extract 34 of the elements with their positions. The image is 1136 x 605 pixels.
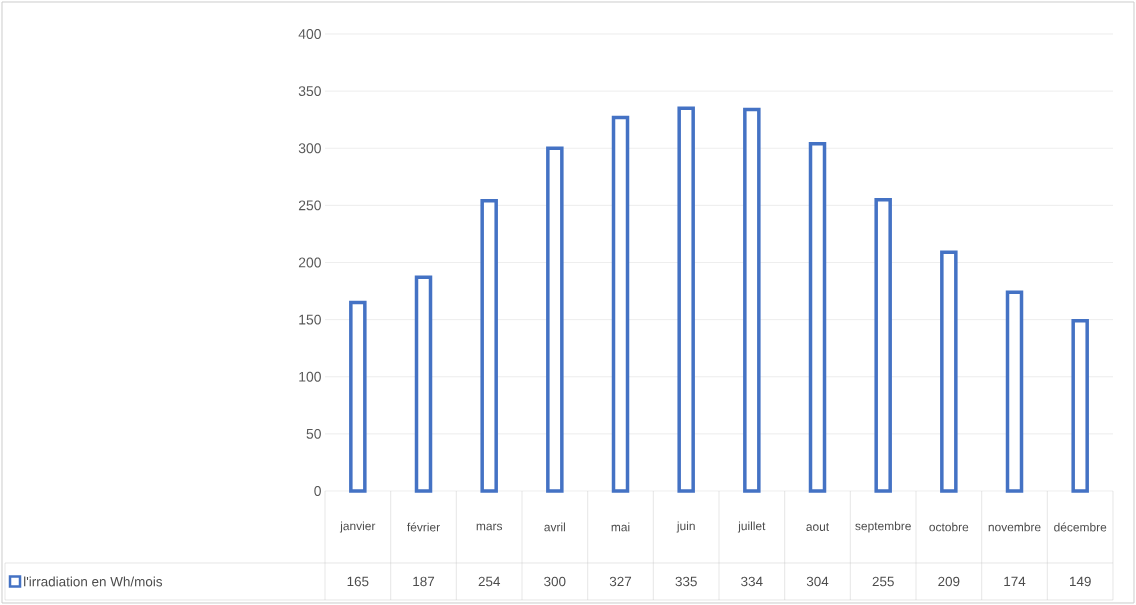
data-label: 300 [544, 576, 566, 587]
data-label: 304 [806, 576, 829, 587]
x-tick-label: octobre [929, 522, 969, 532]
y-tick-label: 100 [299, 371, 321, 382]
x-tick-label: avril [544, 522, 565, 532]
y-tick-label: 50 [306, 428, 321, 439]
x-tick-label: juin [676, 521, 695, 533]
data-label: 327 [609, 576, 632, 587]
y-tick-label: 200 [298, 257, 321, 268]
x-tick-label: mars [476, 523, 503, 531]
y-tick-label: 300 [298, 143, 321, 154]
data-label: 255 [872, 576, 894, 587]
x-tick-label: mai [611, 522, 630, 532]
x-tick-label: juillet [737, 521, 766, 533]
y-tick-label: 0 [314, 486, 321, 496]
y-tick-label: 150 [299, 314, 321, 325]
data-label: 335 [675, 576, 697, 587]
x-tick-label: décembre [1054, 522, 1107, 532]
x-tick-label: janvier [339, 521, 376, 533]
data-label: 334 [741, 576, 763, 587]
data-label: 254 [478, 576, 501, 587]
x-tick-label: février [407, 522, 440, 532]
y-tick-label: 350 [298, 86, 321, 97]
data-label: 209 [938, 576, 960, 587]
x-tick-label: septembre [855, 521, 911, 533]
data-label: 174 [1004, 576, 1026, 587]
data-label: 165 [347, 576, 369, 587]
x-tick-label: novembre [988, 522, 1041, 532]
y-tick-label: 250 [298, 200, 321, 211]
data-label: 149 [1070, 576, 1091, 587]
x-tick-label: aout [806, 523, 830, 531]
data-label: 187 [413, 576, 435, 587]
y-tick-label: 400 [298, 29, 321, 39]
legend-label: l'irradiation en Wh/mois [24, 576, 163, 587]
